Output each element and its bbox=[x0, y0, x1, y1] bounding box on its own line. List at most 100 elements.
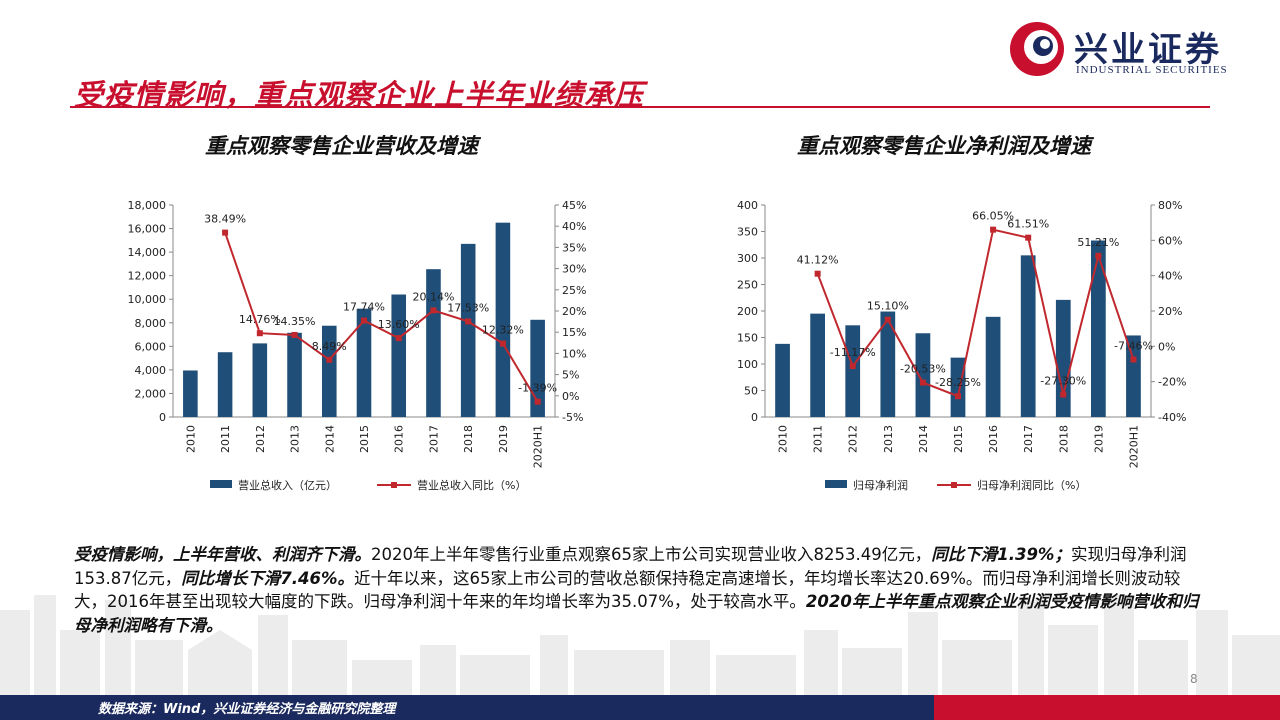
logo-english-text: INDUSTRIAL SECURITIES bbox=[1076, 64, 1228, 76]
bar bbox=[845, 325, 861, 417]
line-point bbox=[326, 356, 333, 363]
bar bbox=[880, 311, 896, 417]
left-tick-label: 350 bbox=[737, 226, 758, 239]
x-tick-label: 2019 bbox=[1092, 425, 1105, 453]
bar bbox=[391, 294, 407, 417]
right-tick-label: 20% bbox=[1158, 305, 1182, 318]
data-label: 12.32% bbox=[482, 324, 524, 337]
data-label: 14.76% bbox=[239, 313, 281, 326]
x-tick-label: 2020H1 bbox=[1127, 425, 1140, 468]
data-label: 51.21% bbox=[1077, 236, 1119, 249]
legend-bar-label: 归母净利润 bbox=[853, 478, 908, 492]
bar bbox=[810, 313, 826, 417]
data-label: -27.30% bbox=[1040, 375, 1086, 388]
data-label: 66.05% bbox=[972, 210, 1014, 223]
x-tick-label: 2014 bbox=[917, 425, 930, 453]
x-tick-label: 2015 bbox=[952, 425, 965, 453]
line-point bbox=[1130, 356, 1137, 363]
data-source-note: 数据来源：Wind，兴业证券经济与金融研究院整理 bbox=[98, 702, 396, 717]
paragraph-conclusion: 2020年上半年重点观察企业利润受疫情影响营收和归母净利润略有下滑。 bbox=[74, 592, 1199, 635]
right-tick-label: 35% bbox=[562, 241, 586, 254]
line-point bbox=[256, 330, 263, 337]
x-tick-label: 2019 bbox=[497, 425, 510, 453]
data-label: 17.74% bbox=[343, 301, 385, 314]
right-tick-label: 80% bbox=[1158, 199, 1182, 212]
paragraph-revenue-change: 同比下滑1.39%； bbox=[931, 545, 1071, 564]
left-tick-label: 100 bbox=[737, 358, 758, 371]
left-tick-label: 8,000 bbox=[135, 317, 167, 330]
line-point bbox=[430, 307, 437, 314]
growth-line bbox=[816, 228, 1135, 398]
line-point bbox=[1060, 391, 1067, 398]
legend-bar-label: 营业总收入（亿元） bbox=[238, 478, 337, 492]
legend-line-label: 营业总收入同比（%） bbox=[417, 478, 526, 492]
x-tick-label: 2015 bbox=[358, 425, 371, 453]
bar bbox=[775, 343, 790, 417]
revenue-growth-chart: 0 2,000 4,000 6,000 8,000 10,000 12,000 14,000 1… bbox=[128, 199, 587, 492]
data-label: 14.35% bbox=[274, 315, 316, 328]
logo-chinese-text: 兴业证券 bbox=[1074, 30, 1222, 70]
legend-line-marker bbox=[951, 482, 957, 488]
x-tick-label: 2017 bbox=[427, 425, 440, 453]
right-tick-label: 0% bbox=[1158, 340, 1175, 353]
line-point bbox=[814, 270, 821, 277]
x-tick-label: 2014 bbox=[323, 425, 336, 453]
x-tick-label: 2011 bbox=[812, 425, 825, 453]
right-tick-label: -40% bbox=[1158, 411, 1186, 424]
right-tick-label: 45% bbox=[562, 199, 586, 212]
x-tick-label: 2010 bbox=[777, 425, 790, 453]
footer-accent bbox=[934, 695, 1280, 720]
data-label: -1.39% bbox=[518, 382, 557, 395]
data-label: -20.53% bbox=[900, 363, 946, 376]
right-tick-label: -5% bbox=[562, 411, 583, 424]
x-tick-label: 2013 bbox=[289, 425, 302, 453]
line-point bbox=[465, 318, 472, 325]
line-point bbox=[1095, 252, 1102, 259]
data-label: 13.60% bbox=[378, 318, 420, 331]
line-point bbox=[499, 340, 506, 347]
left-tick-label: 400 bbox=[737, 199, 758, 212]
left-tick-label: 0 bbox=[159, 411, 166, 424]
x-tick-label: 2018 bbox=[462, 425, 475, 453]
bar bbox=[985, 316, 1001, 417]
company-logo: 兴业证券 INDUSTRIAL SECURITIES bbox=[1008, 20, 1268, 80]
left-tick-label: 300 bbox=[737, 252, 758, 265]
left-tick-label: 14,000 bbox=[128, 246, 167, 259]
bar bbox=[950, 357, 966, 417]
left-tick-label: 12,000 bbox=[128, 270, 167, 283]
x-tick-label: 2017 bbox=[1022, 425, 1035, 453]
data-label: 15.10% bbox=[867, 300, 909, 313]
line-point bbox=[849, 363, 856, 370]
line-point bbox=[884, 316, 891, 323]
data-label: 20.14% bbox=[412, 290, 454, 303]
data-label: 38.49% bbox=[204, 213, 246, 226]
right-tick-label: 40% bbox=[562, 220, 586, 233]
page-number: 8 bbox=[1190, 672, 1198, 686]
logo-emblem-icon bbox=[1010, 22, 1064, 76]
right-tick-label: 40% bbox=[1158, 270, 1182, 283]
bar bbox=[356, 308, 372, 417]
bar bbox=[183, 370, 198, 417]
x-tick-label: 2013 bbox=[882, 425, 895, 453]
title-divider bbox=[70, 106, 1210, 108]
bar bbox=[1090, 240, 1106, 417]
right-tick-label: -20% bbox=[1158, 376, 1186, 389]
right-tick-label: 20% bbox=[562, 305, 586, 318]
x-tick-label: 2018 bbox=[1057, 425, 1070, 453]
left-tick-label: 250 bbox=[737, 279, 758, 292]
net-profit-growth-chart: 0 50 100 150 200 250 300 350 400 -40% -20% 0% 20% 40%… bbox=[737, 199, 1186, 492]
legend-line-marker bbox=[391, 482, 397, 488]
x-tick-label: 2012 bbox=[254, 425, 267, 453]
line-point bbox=[361, 317, 367, 324]
bar bbox=[460, 243, 476, 417]
legend-bar-swatch bbox=[210, 480, 232, 488]
bar bbox=[915, 333, 931, 417]
x-tick-label: 2016 bbox=[987, 425, 1000, 453]
bar bbox=[1020, 255, 1036, 417]
paragraph-lead: 受疫情影响，上半年营收、利润齐下滑。 bbox=[74, 545, 371, 564]
data-label: -7.46% bbox=[1114, 340, 1153, 353]
bar bbox=[530, 319, 545, 417]
paragraph-text-revenue: 2020年上半年零售行业重点观察65家上市公司实现营业收入8253.49亿元， bbox=[371, 545, 932, 564]
chart-title-revenue: 重点观察零售企业营收及增速 bbox=[205, 134, 478, 158]
right-tick-label: 5% bbox=[562, 369, 579, 382]
